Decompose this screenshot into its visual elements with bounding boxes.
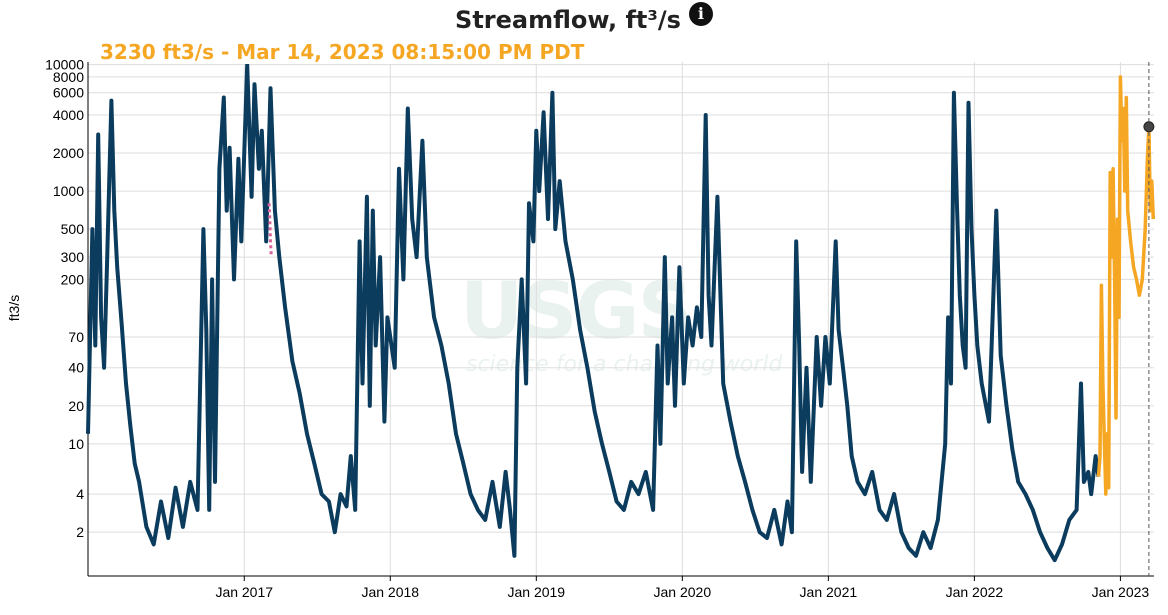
- y-tick-label: 70: [68, 329, 84, 345]
- y-tick-label: 20: [68, 398, 84, 414]
- chart-header: Streamflow, ft³/s i: [0, 0, 1168, 40]
- y-tick-label: 200: [61, 271, 85, 287]
- x-tick-label: Jan 2023: [1092, 584, 1150, 600]
- y-tick-label: 40: [68, 360, 84, 376]
- y-tick-label: 4000: [53, 107, 84, 123]
- y-tick-label: 2000: [53, 145, 84, 161]
- series-layer: [86, 62, 1156, 563]
- series-line-approved: [86, 62, 1101, 563]
- y-tick-label: 500: [61, 221, 85, 237]
- series-line-estimated: [267, 203, 273, 258]
- y-tick-label: 300: [61, 249, 85, 265]
- y-tick-label: 8000: [53, 69, 84, 85]
- x-tick-label: Jan 2021: [800, 584, 858, 600]
- series-line-provisional: [1096, 75, 1156, 496]
- y-tick-label: 10: [68, 436, 84, 452]
- y-tick-label: 10000: [45, 57, 84, 73]
- axis-layer: 2 4 10 20 40 70 200 300 500 1000 2000 4000 600080001…: [45, 57, 1154, 600]
- hover-tooltip: 3230 ft3/s - Mar 14, 2023 08:15:00 PM PD…: [100, 40, 585, 64]
- y-tick-label: 6000: [53, 85, 84, 101]
- x-tick-label: Jan 2017: [215, 584, 273, 600]
- marker-layer: [1143, 62, 1155, 576]
- y-tick-label: 1000: [53, 183, 84, 199]
- y-tick-label: 4: [76, 486, 84, 502]
- info-icon[interactable]: i: [688, 2, 713, 26]
- y-tick-label: 2: [76, 524, 84, 540]
- x-tick-label: Jan 2019: [507, 584, 565, 600]
- usgs-watermark: USGS science for a changing world: [460, 272, 783, 377]
- y-axis-label: ft3/s: [6, 294, 22, 322]
- x-tick-label: Jan 2020: [654, 584, 712, 600]
- x-tick-label: Jan 2018: [361, 584, 419, 600]
- chart-title: Streamflow, ft³/s: [455, 6, 681, 34]
- hover-point-marker[interactable]: [1143, 121, 1155, 133]
- x-tick-label: Jan 2022: [946, 584, 1004, 600]
